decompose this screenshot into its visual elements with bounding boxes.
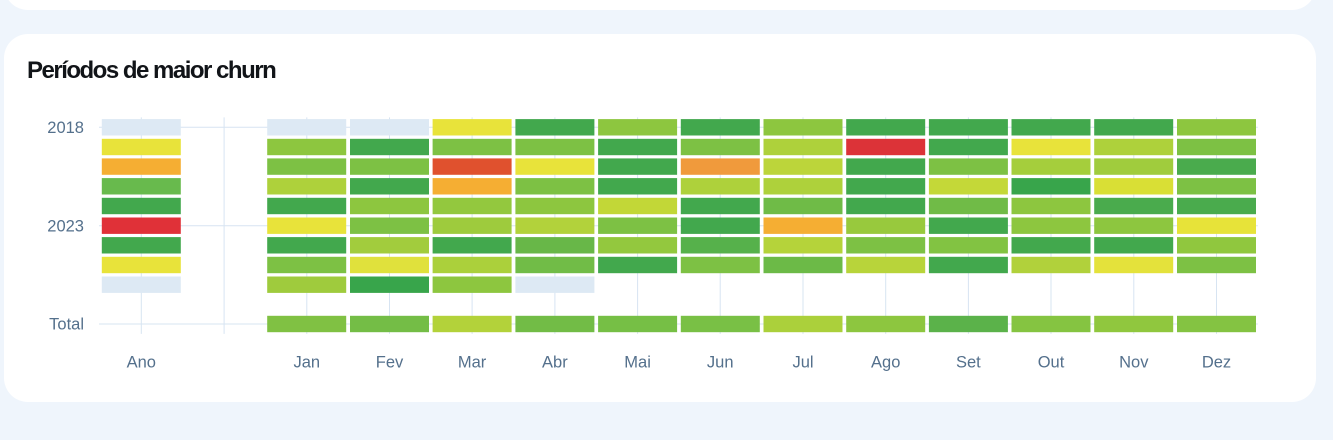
svg-text:Set: Set [956,354,981,372]
svg-text:Dez: Dez [1202,354,1231,372]
svg-text:Mar: Mar [458,354,487,372]
svg-text:Ano: Ano [127,354,156,372]
svg-text:Abr: Abr [542,354,568,372]
svg-text:Nov: Nov [1119,354,1149,372]
svg-text:2023: 2023 [47,217,84,235]
svg-text:Jul: Jul [792,354,813,372]
svg-text:Jan: Jan [293,354,320,372]
svg-text:Jun: Jun [707,354,734,372]
svg-text:Ago: Ago [871,354,900,372]
svg-text:Total: Total [49,316,84,334]
svg-text:Fev: Fev [376,354,404,372]
svg-text:Mai: Mai [624,354,651,372]
svg-text:Out: Out [1038,354,1065,372]
svg-text:2018: 2018 [47,119,84,137]
